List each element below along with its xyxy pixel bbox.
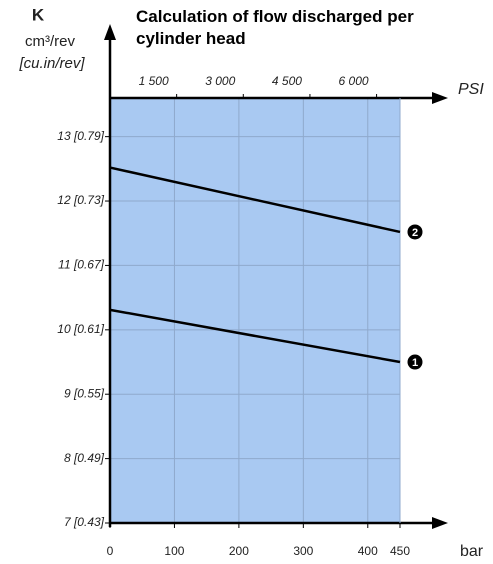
- chart-title: Calculation of flow discharged per cylin…: [136, 7, 414, 48]
- x-tick-label: 200: [229, 544, 249, 558]
- x2-tick-label: 1 500: [139, 74, 169, 88]
- series-line: [109, 308, 401, 364]
- x-tick-label: 450: [390, 544, 410, 558]
- y-tick-label: 9 [0.55]: [64, 386, 105, 400]
- x2-tick-label: 4 500: [272, 74, 302, 88]
- y-label: K: [32, 5, 45, 24]
- y-axis-arrow: [104, 24, 116, 40]
- legend-label: 1: [412, 357, 418, 369]
- plot-background: [110, 98, 400, 523]
- series-line: [109, 166, 401, 234]
- y-tick-label: 13 [0.79]: [57, 129, 104, 143]
- y-unit: cm³/rev: [25, 33, 75, 50]
- y-tick-label: 11 [0.67]: [58, 258, 104, 272]
- x-tick-label: 0: [107, 544, 114, 558]
- y-tick-label: 12 [0.73]: [57, 193, 104, 207]
- y-tick-label: 10 [0.61]: [57, 322, 104, 336]
- legend-label: 2: [412, 227, 418, 239]
- x-tick-label: 400: [358, 544, 378, 558]
- x-tick-label: 300: [293, 544, 313, 558]
- x2-tick-label: 6 000: [339, 74, 369, 88]
- y-tick-label: 8 [0.49]: [64, 451, 105, 465]
- x-label: bar: [460, 543, 484, 560]
- x-axis-arrow: [432, 517, 448, 529]
- x2-label: PSI: [458, 81, 484, 98]
- x2-axis-arrow: [432, 92, 448, 104]
- y-tick-label: 7 [0.43]: [64, 515, 105, 529]
- series-marker: [407, 224, 423, 240]
- x-tick-label: 100: [164, 544, 184, 558]
- y-unit-imperial: [cu.in/rev]: [18, 55, 85, 72]
- series-marker: [407, 354, 423, 370]
- x2-tick-label: 3 000: [205, 74, 235, 88]
